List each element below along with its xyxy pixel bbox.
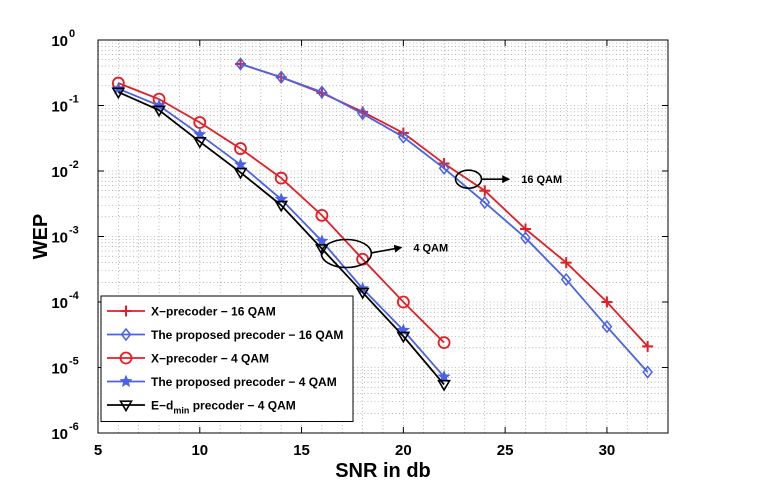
- marker-plus: [642, 340, 654, 352]
- legend-entry-1: X−precoder − 16 QAM: [107, 305, 276, 319]
- y-tick-exponent: -6: [69, 421, 79, 433]
- legend-label: X−precoder − 4 QAM: [151, 352, 269, 366]
- series-line: [117, 91, 445, 386]
- marker-plus: [560, 257, 572, 269]
- annotation-label: 4 QAM: [413, 242, 448, 254]
- marker-diamond: [316, 85, 328, 99]
- y-tick-exponent: -1: [69, 94, 79, 106]
- marker-triangle-down: [315, 244, 329, 256]
- annotation-arrow: [371, 244, 403, 254]
- x-axis-label: SNR in db: [335, 460, 431, 482]
- legend-entry-5: E−dmin precoder − 4 QAM: [107, 399, 296, 416]
- marker-triangle-down: [233, 167, 248, 180]
- marker-circle: [274, 171, 288, 185]
- marker-diamond: [397, 130, 409, 144]
- marker-triangle-down: [274, 200, 289, 213]
- marker-diamond: [601, 319, 613, 334]
- y-tick-exponent: 0: [69, 28, 75, 40]
- x-tick-label: 30: [599, 442, 616, 459]
- y-axis-label: WEP: [30, 214, 52, 260]
- marker-triangle-down: [111, 87, 126, 100]
- marker-triangle-down: [355, 287, 370, 300]
- marker-diamond: [275, 70, 287, 84]
- x-tick-label: 10: [191, 442, 208, 459]
- annotation-label: 16 QAM: [521, 174, 562, 186]
- y-tick-exponent: -5: [69, 356, 79, 368]
- annotation-2: 4 QAM: [320, 238, 448, 269]
- x-tick-label: 25: [497, 442, 514, 459]
- marker-star: [119, 374, 133, 388]
- legend: X−precoder − 16 QAM The proposed precoder…: [100, 295, 354, 422]
- y-tick-label: 10: [51, 164, 68, 181]
- marker-diamond: [560, 272, 572, 287]
- y-tick-label: 10: [51, 33, 68, 50]
- marker-diamond: [120, 327, 132, 342]
- y-tick-exponent: -2: [69, 159, 79, 171]
- marker-diamond: [520, 231, 531, 245]
- y-tick-exponent: -3: [69, 225, 79, 237]
- marker-triangle-down: [152, 105, 166, 118]
- marker-diamond: [479, 195, 491, 210]
- annotation-layer: 16 QAM 4 QAM: [320, 169, 562, 269]
- legend-entry-4: The proposed precoder − 4 QAM: [107, 374, 337, 389]
- marker-triangle-down: [119, 400, 133, 413]
- marker-star: [315, 234, 329, 247]
- marker-diamond: [235, 57, 246, 71]
- y-tick-label: 10: [51, 361, 68, 378]
- marker-star: [437, 369, 451, 383]
- series-3: [111, 76, 451, 349]
- annotation-1: 16 QAM: [454, 169, 562, 189]
- y-tick-label: 10: [51, 295, 68, 312]
- legend-label: The proposed precoder − 16 QAM: [151, 328, 343, 342]
- marker-plus: [479, 185, 491, 197]
- marker-circle: [437, 336, 451, 349]
- x-tick-label: 20: [395, 442, 412, 459]
- marker-star: [152, 98, 166, 112]
- x-tick-label: 5: [94, 442, 102, 459]
- legend-entry-2: The proposed precoder − 16 QAM: [107, 327, 343, 342]
- marker-triangle-down: [396, 331, 411, 344]
- y-tick-label: 10: [51, 230, 68, 247]
- marker-diamond: [357, 106, 369, 121]
- marker-diamond: [642, 365, 654, 379]
- legend-entry-3: X−precoder − 4 QAM: [107, 352, 269, 366]
- y-tick-label: 10: [51, 99, 68, 116]
- marker-star: [233, 157, 248, 171]
- marker-circle: [396, 295, 410, 309]
- series-line: [118, 82, 445, 344]
- series-layer: [111, 57, 654, 392]
- series-2: [235, 57, 654, 379]
- legend-label: E−dmin precoder − 4 QAM: [151, 399, 296, 416]
- marker-plus: [120, 305, 132, 317]
- legend-label: The proposed precoder − 4 QAM: [151, 375, 337, 389]
- marker-triangle-down: [192, 137, 207, 149]
- y-tick-label: 10: [51, 426, 68, 443]
- marker-circle: [234, 142, 247, 155]
- series-line: [240, 63, 649, 373]
- marker-circle: [315, 208, 329, 222]
- marker-triangle-down: [437, 379, 451, 392]
- marker-circle: [119, 351, 133, 365]
- legend-label: X−precoder − 16 QAM: [151, 305, 276, 319]
- marker-diamond: [438, 161, 450, 175]
- x-tick-label: 15: [293, 442, 310, 459]
- marker-plus: [601, 296, 613, 308]
- y-tick-exponent: -4: [69, 290, 80, 302]
- series-5: [111, 87, 451, 392]
- annotation-ellipse: [320, 238, 373, 269]
